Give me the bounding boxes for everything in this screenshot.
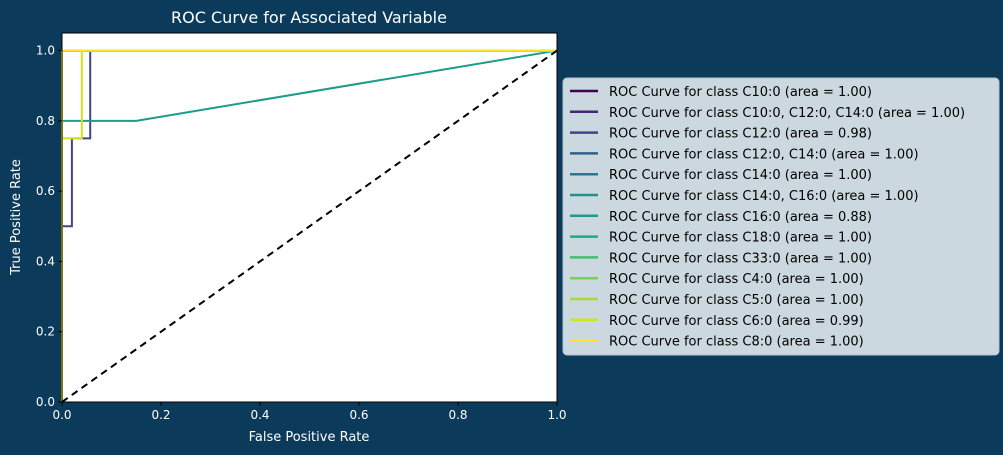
y-tick-label: 0.2 bbox=[36, 325, 55, 339]
legend-label: ROC Curve for class C5:0 (area = 1.00) bbox=[609, 293, 864, 308]
x-tick-label: 0.2 bbox=[151, 408, 170, 422]
ticks-layer: 0.0 0.2 0.4 0.6 0.8 1.0 0.0 0.2 0.4 0.6 0.8 1.0 bbox=[36, 44, 567, 422]
legend-label: ROC Curve for class C4:0 (area = 1.00) bbox=[609, 272, 864, 287]
y-tick-label: 1.0 bbox=[36, 44, 55, 58]
y-tick-label: 0.8 bbox=[36, 114, 55, 128]
legend-label: ROC Curve for class C8:0 (area = 1.00) bbox=[609, 335, 864, 350]
y-tick-label: 0.4 bbox=[36, 254, 55, 268]
legend-label: ROC Curve for class C6:0 (area = 0.99) bbox=[609, 314, 864, 329]
x-tick-label: 1.0 bbox=[547, 408, 566, 422]
legend-label: ROC Curve for class C10:0 (area = 1.00) bbox=[609, 85, 872, 100]
legend-label: ROC Curve for class C16:0 (area = 0.88) bbox=[609, 210, 872, 225]
legend-box bbox=[562, 77, 1000, 356]
y-tick-label: 0.6 bbox=[36, 184, 55, 198]
x-tick-label: 0.6 bbox=[349, 408, 368, 422]
x-axis-title: False Positive Rate bbox=[249, 430, 370, 445]
legend-label: ROC Curve for class C12:0 (area = 0.98) bbox=[609, 127, 872, 142]
legend: ROC Curve for class C10:0 (area = 1.00) R… bbox=[562, 77, 1000, 356]
legend-label: ROC Curve for class C14:0, C16:0 (area =… bbox=[609, 189, 919, 204]
y-axis-title: True Positive Rate bbox=[9, 159, 24, 276]
plot-area bbox=[62, 33, 557, 402]
plot-frame bbox=[61, 32, 558, 403]
chance-diagonal-line bbox=[61, 49, 558, 403]
x-tick-label: 0.4 bbox=[250, 408, 269, 422]
chart-title: ROC Curve for Associated Variable bbox=[171, 8, 447, 27]
legend-label: ROC Curve for class C10:0, C12:0, C14:0 … bbox=[609, 106, 965, 121]
x-tick-label: 0.0 bbox=[52, 408, 71, 422]
y-tick-label: 0.0 bbox=[36, 395, 55, 409]
legend-label: ROC Curve for class C33:0 (area = 1.00) bbox=[609, 251, 872, 266]
x-tick-label: 0.8 bbox=[448, 408, 467, 422]
legend-label: ROC Curve for class C18:0 (area = 1.00) bbox=[609, 231, 872, 246]
legend-label: ROC Curve for class C14:0 (area = 1.00) bbox=[609, 168, 872, 183]
legend-label: ROC Curve for class C12:0, C14:0 (area =… bbox=[609, 147, 919, 162]
